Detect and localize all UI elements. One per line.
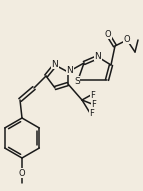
Text: S: S	[74, 77, 80, 86]
Text: O: O	[105, 29, 111, 39]
Text: N: N	[52, 60, 58, 69]
Text: O: O	[19, 168, 25, 177]
Text: F: F	[92, 100, 96, 108]
Text: N: N	[95, 52, 101, 61]
Text: F: F	[91, 91, 95, 100]
Text: N: N	[67, 66, 73, 74]
Text: O: O	[124, 35, 130, 44]
Text: F: F	[90, 108, 94, 117]
